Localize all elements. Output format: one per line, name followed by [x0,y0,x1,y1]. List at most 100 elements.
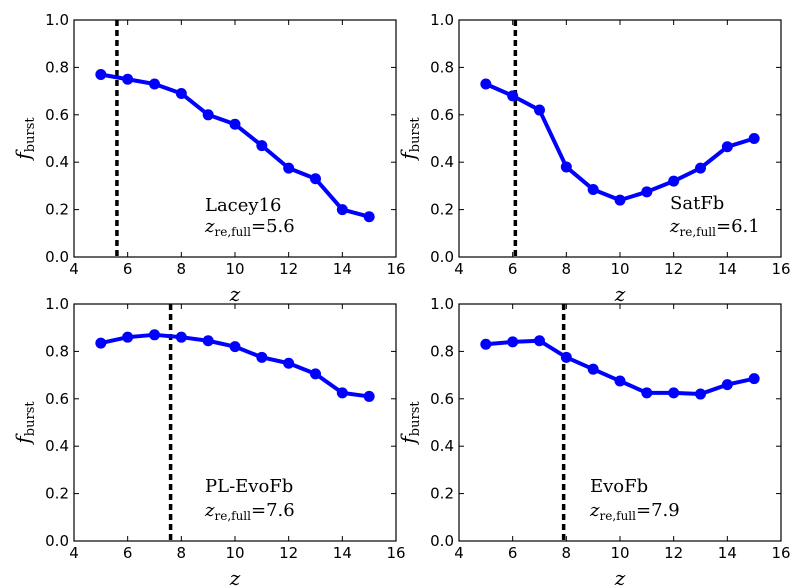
y-tick-label: 0.0 [430,248,454,266]
y-axis-label: fburst [396,401,423,446]
x-tick-label: 16 [771,544,790,562]
x-tick-label: 14 [333,260,352,278]
data-point [507,90,519,102]
reionization-redshift: zre,full=5.6 [204,216,295,239]
data-point [336,387,348,399]
data-point [668,175,680,187]
x-tick-label: 14 [333,544,352,562]
data-point [175,87,187,99]
data-point [202,335,214,347]
x-tick-label: 6 [123,544,133,562]
x-tick-label: 14 [718,260,737,278]
data-point [95,69,107,81]
x-axis-label: z [614,282,626,306]
axes-frame [73,19,397,258]
x-tick-label: 6 [508,260,518,278]
y-tick-label: 0.2 [45,201,69,219]
y-tick-label: 0.8 [430,342,454,360]
data-point [748,373,760,385]
x-tick-label: 4 [454,544,464,562]
y-tick-label: 0.4 [430,153,454,171]
data-point [480,78,492,90]
data-point [641,186,653,198]
data-point [721,141,733,153]
x-tick-label: 4 [69,260,79,278]
y-tick-label: 0.4 [45,437,69,455]
x-tick-label: 6 [508,544,518,562]
axes-frame [458,303,782,542]
y-tick-label: 0.8 [45,342,69,360]
x-tick-label: 16 [771,260,790,278]
y-tick-label: 0.4 [45,153,69,171]
data-point [310,368,321,380]
data-point [507,336,519,348]
y-tick-label: 0.6 [45,390,69,408]
data-point [480,338,492,350]
data-point [283,357,295,369]
data-point [336,204,348,216]
data-point [122,73,134,85]
data-point [614,375,626,387]
y-axis-label: fburst [11,401,38,446]
panel-3: 4 6 8 10 12 14 16 0.0 0.2 0.4 0.6 0.8 1.0 z fburst PL-E… [11,295,406,588]
data-point [229,341,241,353]
data-point [587,363,599,375]
panel-2: 4 6 8 10 12 14 16 0.0 0.2 0.4 0.6 0.8 1.0 z fburst SatF… [396,11,791,306]
y-tick-label: 0.6 [430,106,454,124]
reionization-redshift: zre,full=6.1 [669,216,760,239]
data-point [310,173,321,185]
x-tick-label: 8 [562,260,572,278]
data-point [695,162,706,174]
model-name: Lacey16 [205,195,282,216]
x-tick-label: 8 [177,260,187,278]
y-axis-label: fburst [11,117,38,162]
panel-4: 4 6 8 10 12 14 16 0.0 0.2 0.4 0.6 0.8 1.0 z fburst EvoF… [396,295,791,588]
y-tick-label: 0.2 [45,485,69,503]
y-tick-label: 0.4 [430,437,454,455]
data-point [149,329,160,341]
x-axis-label: z [229,566,241,588]
data-point [721,379,733,391]
x-tick-label: 6 [123,260,133,278]
data-point [534,104,545,116]
y-tick-label: 0.8 [430,58,454,76]
x-tick-label: 14 [718,544,737,562]
data-point [175,331,187,343]
x-tick-label: 12 [664,260,683,278]
y-tick-label: 1.0 [45,295,69,313]
x-tick-label: 16 [386,544,405,562]
x-tick-label: 10 [610,260,629,278]
x-tick-label: 12 [279,544,298,562]
data-point [748,133,760,144]
x-axis-label: z [614,566,626,588]
y-tick-label: 1.0 [430,295,454,313]
y-tick-label: 0.0 [45,532,69,550]
y-tick-label: 0.8 [45,58,69,76]
data-point [363,390,375,402]
series-line [485,82,755,203]
y-tick-label: 0.6 [45,106,69,124]
x-tick-label: 10 [610,544,629,562]
model-name: PL-EvoFb [205,476,293,497]
data-point [614,194,626,206]
data-point [256,351,268,363]
y-tick-label: 0.6 [430,390,454,408]
model-name: SatFb [670,193,724,214]
data-point [283,162,295,174]
reionization-redshift: zre,full=7.9 [589,500,680,523]
data-point [560,161,572,173]
data-point [149,78,160,90]
data-point [587,183,599,195]
model-name: EvoFb [590,476,648,497]
data-point [202,109,214,121]
x-tick-label: 8 [562,544,572,562]
axes-frame [73,303,397,542]
x-tick-label: 10 [225,544,244,562]
x-tick-label: 10 [225,260,244,278]
data-point [122,331,134,343]
y-tick-label: 0.2 [430,485,454,503]
data-point [95,337,107,349]
x-axis-label: z [229,282,241,306]
x-tick-label: 4 [454,260,464,278]
